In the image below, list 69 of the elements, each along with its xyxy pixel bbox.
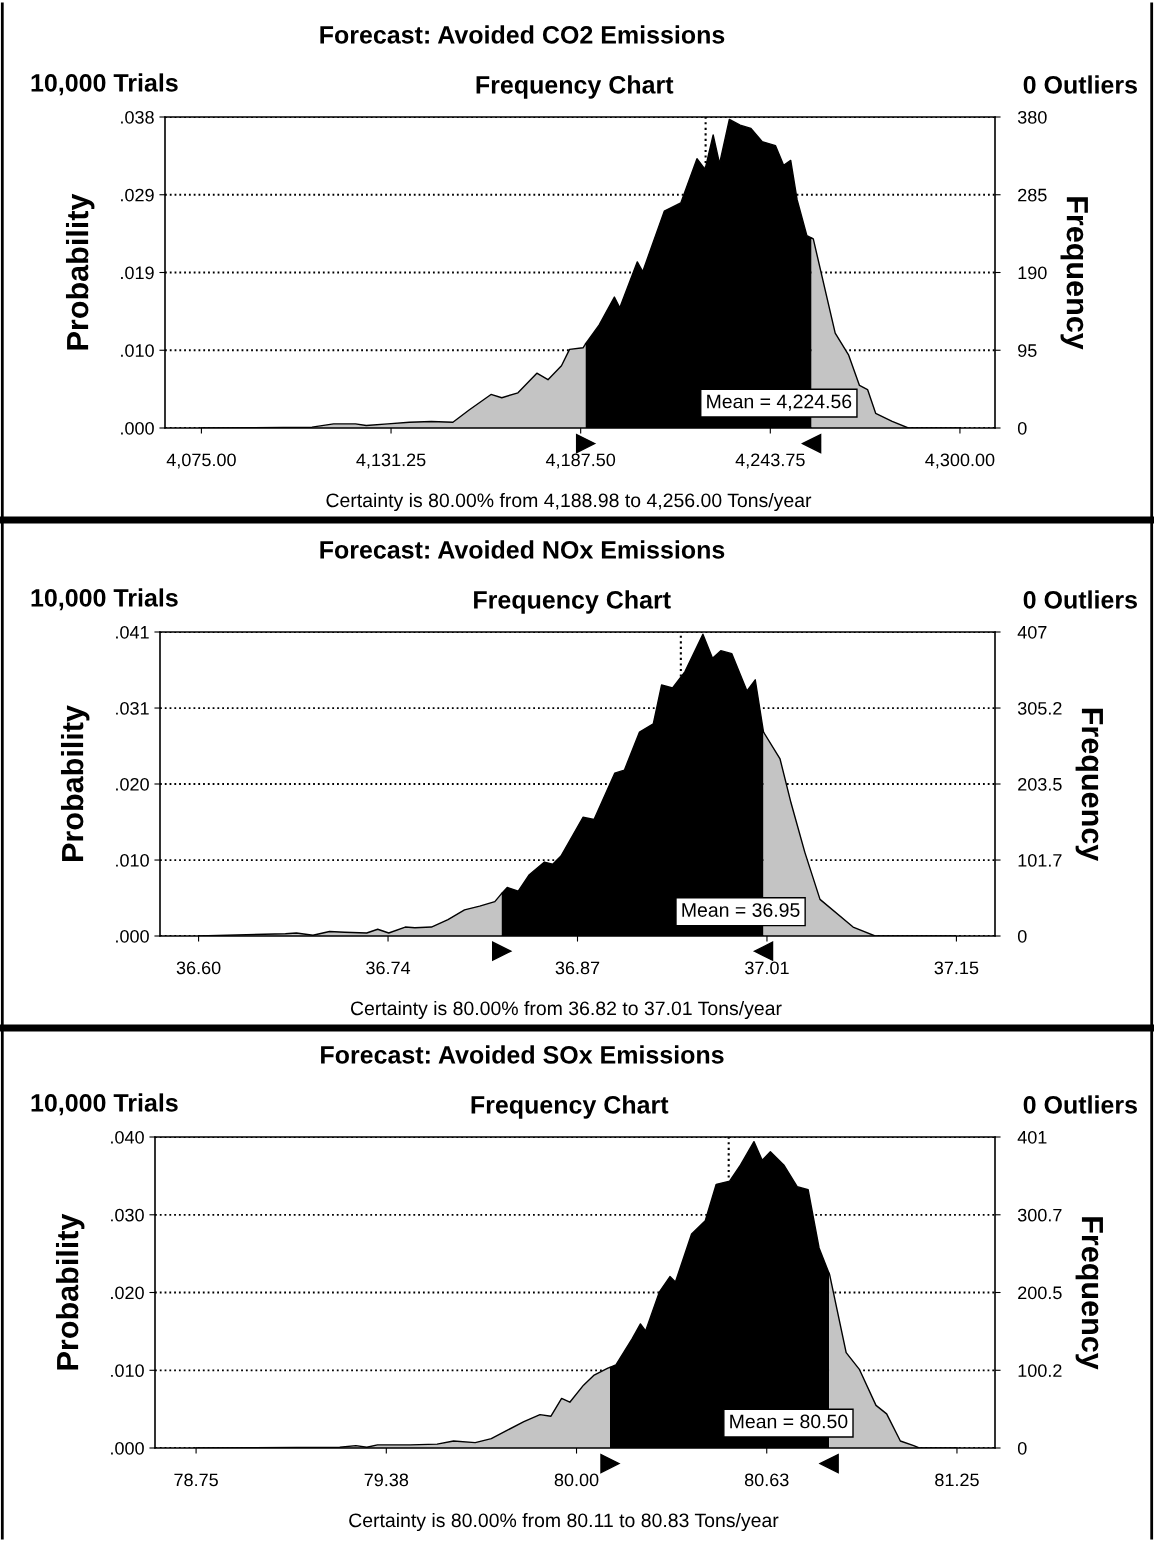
x-tick-label: 37.15 [934,961,979,975]
x-tick-label: 4,187.50 [545,453,616,469]
y2-tick-label: 0 [1017,929,1027,943]
x-tick-label: 4,300.00 [925,453,995,469]
y2-tick-label: 203.5 [1018,777,1062,791]
y-tick-label: .041 [116,625,149,639]
y2-tick-label: 0 [1017,1441,1027,1455]
y-tick-label: .000 [111,1441,144,1455]
y2-tick-label: 380 [1017,110,1047,124]
y-axis-title: Probability [55,1213,85,1370]
y2-tick-label: 95 [1018,344,1037,357]
ref-line-label: Mean = 36.95 [682,903,800,917]
y2-tick-label: 101.7 [1018,853,1062,867]
y-tick-label: .019 [121,266,154,280]
y-tick-label: .031 [116,701,149,715]
text: 10,000 Trials [31,1093,178,1116]
text: Certainty is 80.00% from 36.82 to 37.01 Tons/year [350,1000,782,1020]
y-tick-label: .010 [111,1364,144,1378]
y-tick-label: .000 [121,421,154,435]
y-tick-label: .010 [121,344,154,357]
x-tick-label: 78.75 [174,1473,218,1487]
ref-line-label: Mean = 4,224.56 [707,394,852,411]
y2-tick-label: 305.2 [1017,701,1062,715]
y-tick-label: .030 [111,1208,144,1222]
x-tick-label: 80.00 [554,1473,599,1487]
x-tick-label: 81.25 [935,1473,979,1487]
x-tick-label: 36.87 [555,961,600,975]
chart-title: Forecast: Avoided CO2 Emissions [320,25,725,44]
y-axis-title: Probability [65,193,95,350]
y-tick-label: .029 [121,188,154,202]
chart-title: Forecast: Avoided NOx Emissions [320,540,725,559]
y2-tick-label: 0 [1017,421,1027,435]
chart-title: Forecast: Avoided SOx Emissions [321,1045,724,1064]
y2-tick-label: 100.2 [1018,1364,1062,1378]
y-axis-title: Probability [60,705,90,861]
chart-subtitle: Frequency Chart [471,1095,669,1119]
text: Certainty is 80.00% from 4,188.98 to 4,256.00 Tons/year [326,492,812,512]
y2-tick-label: 407 [1017,625,1047,639]
x-tick-label: 36.74 [366,961,411,975]
text: 0 Outliers [1023,75,1137,94]
x-tick-label: 4,075.00 [166,453,236,469]
x-tick-label: 36.60 [176,961,221,975]
y2-axis-title: Frequency [1075,708,1103,862]
y2-tick-label: 190 [1018,266,1047,280]
y-tick-label: .000 [116,929,149,943]
x-tick-label: 4,131.25 [356,453,426,469]
y-tick-label: .010 [116,853,149,867]
x-tick-label: 4,243.75 [735,453,805,469]
x-tick-label: 80.63 [744,1473,789,1487]
text: 10,000 Trials [31,73,178,96]
text: 0 Outliers [1023,1095,1137,1114]
chart-subtitle: Frequency Chart [474,590,671,614]
x-tick-label: 37.01 [745,961,789,975]
y2-tick-label: 401 [1017,1130,1047,1144]
ref-line-label: Mean = 80.50 [730,1414,848,1429]
y2-tick-label: 285 [1018,188,1047,202]
y-tick-label: .020 [111,1286,144,1300]
x-tick-label: 79.38 [364,1473,409,1487]
y2-tick-label: 300.7 [1017,1208,1062,1222]
chart-subtitle: Frequency Chart [476,75,674,99]
y2-tick-label: 200.5 [1018,1286,1062,1300]
text: Certainty is 80.00% from 80.11 to 80.83 Tons/year [349,1512,779,1532]
y-tick-label: .020 [116,777,149,791]
text: 0 Outliers [1023,590,1137,609]
text: 10,000 Trials [31,588,178,611]
y-tick-label: .040 [111,1130,144,1144]
y-tick-label: .038 [121,110,154,124]
y2-axis-title: Frequency [1075,1217,1103,1370]
y2-axis-title: Frequency [1060,197,1088,350]
